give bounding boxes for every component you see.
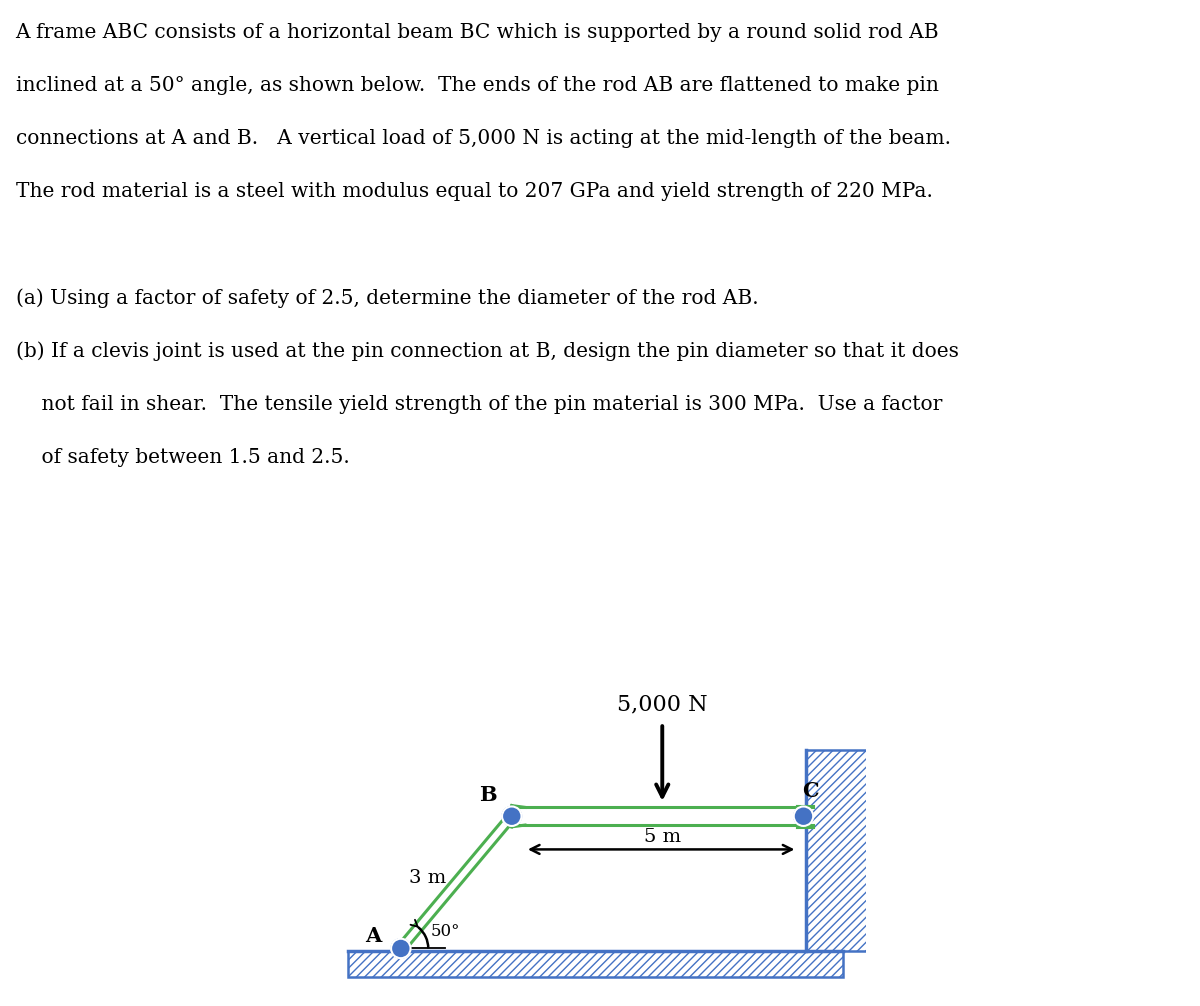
Text: connections at A and B.   A vertical load of 5,000 N is acting at the mid-length: connections at A and B. A vertical load … <box>16 130 950 149</box>
Text: inclined at a 50° angle, as shown below.  The ends of the rod AB are flattened t: inclined at a 50° angle, as shown below.… <box>16 76 938 96</box>
Text: of safety between 1.5 and 2.5.: of safety between 1.5 and 2.5. <box>16 448 349 467</box>
Text: The rod material is a steel with modulus equal to 207 GPa and yield strength of : The rod material is a steel with modulus… <box>16 182 932 201</box>
Text: (a) Using a factor of safety of 2.5, determine the diameter of the rod AB.: (a) Using a factor of safety of 2.5, det… <box>16 289 758 308</box>
Text: 3 m: 3 m <box>409 869 446 887</box>
Circle shape <box>793 807 814 826</box>
Text: 50°: 50° <box>431 923 461 940</box>
Polygon shape <box>348 951 844 977</box>
Polygon shape <box>806 749 870 951</box>
Text: B: B <box>479 785 497 805</box>
Text: C: C <box>803 781 818 801</box>
Text: 5,000 N: 5,000 N <box>617 693 708 715</box>
Text: A frame ABC consists of a horizontal beam BC which is supported by a round solid: A frame ABC consists of a horizontal bea… <box>16 23 940 42</box>
Circle shape <box>502 807 522 826</box>
Text: (b) If a clevis joint is used at the pin connection at B, design the pin diamete: (b) If a clevis joint is used at the pin… <box>16 342 959 361</box>
Text: not fail in shear.  The tensile yield strength of the pin material is 300 MPa.  : not fail in shear. The tensile yield str… <box>16 394 942 413</box>
Text: 5 m: 5 m <box>643 828 680 846</box>
Circle shape <box>391 939 410 958</box>
Text: A: A <box>365 927 380 947</box>
